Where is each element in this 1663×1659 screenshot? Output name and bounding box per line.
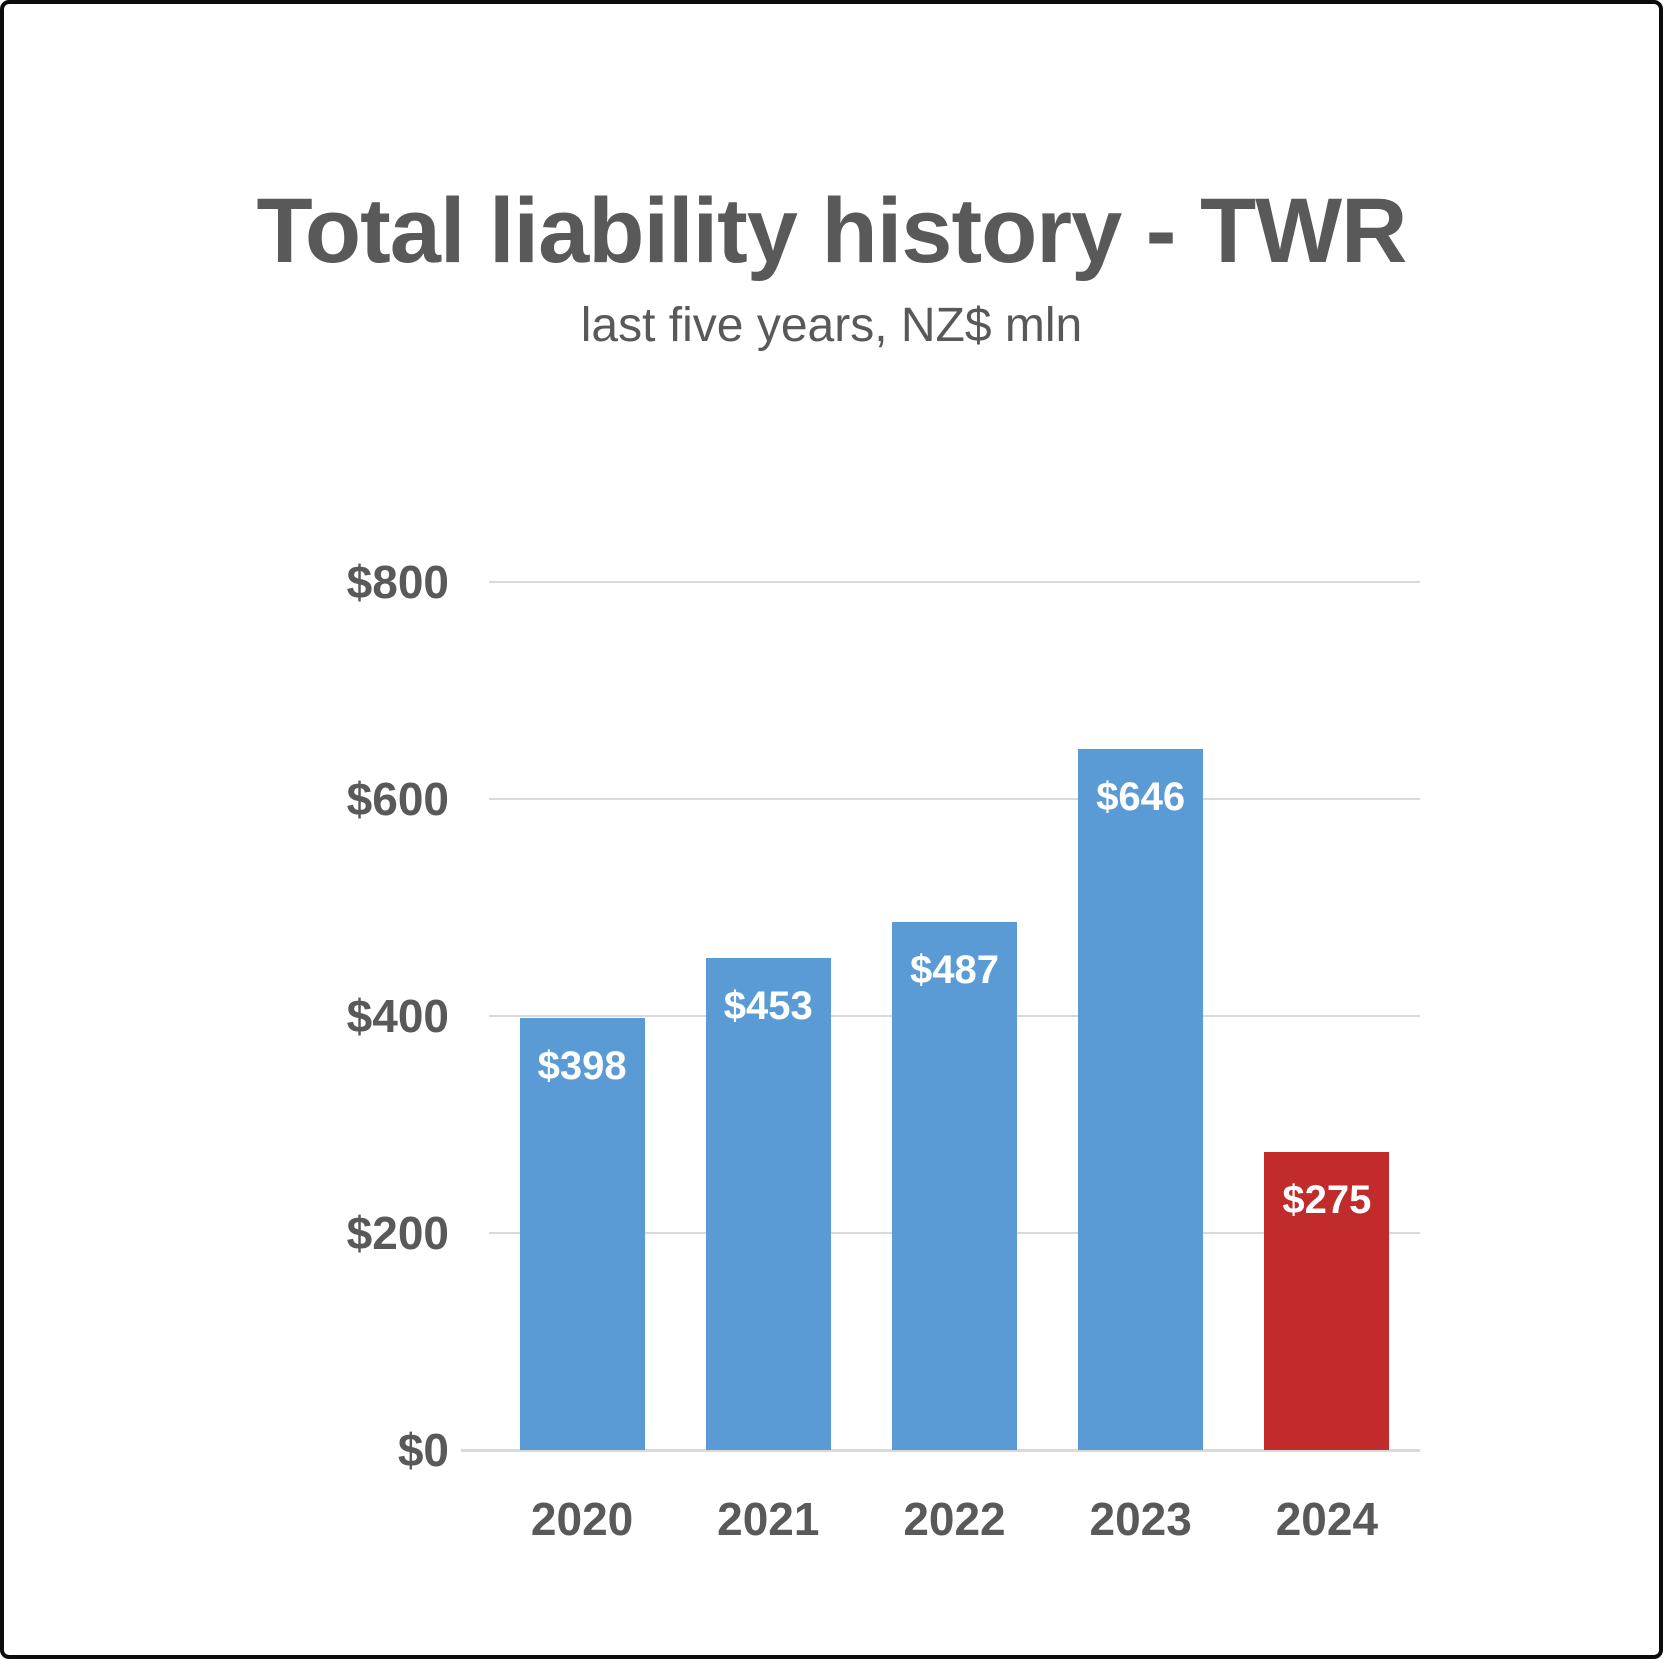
y-axis-tick-label: $400 (346, 990, 449, 1042)
y-axis-tick-label: $800 (346, 556, 449, 608)
gridline-$600 (489, 798, 1420, 800)
bar-value-label-2022: $487 (910, 947, 999, 992)
x-axis-label-2023: 2023 (1089, 1493, 1192, 1545)
y-axis-tick-label: $200 (346, 1207, 449, 1259)
gridline-$0 (461, 1449, 1420, 1452)
bar-value-label-2024: $275 (1282, 1177, 1372, 1222)
x-axis-label-2024: 2024 (1275, 1493, 1379, 1545)
bar-2023: $646 (1078, 749, 1204, 1450)
bar-2021: $453 (705, 958, 831, 1450)
bar-2020: $398 (519, 1018, 645, 1450)
chart-subtitle: last five years, NZ$ mln (580, 299, 1083, 352)
bar-value-label-2023: $646 (1096, 775, 1186, 820)
bar-value-label-2021: $453 (723, 984, 813, 1029)
bar-2024: $275 (1264, 1151, 1390, 1450)
bar-2022: $487 (892, 921, 1017, 1450)
gridline-$800 (489, 581, 1420, 583)
x-axis-label-2021: 2021 (717, 1493, 820, 1545)
chart-title: Total liability history - TWR (256, 180, 1408, 282)
y-axis-tick-label: $0 (397, 1424, 449, 1476)
y-axis-tick-label: $600 (346, 773, 449, 825)
x-axis-label-2020: 2020 (530, 1493, 634, 1545)
x-axis-label-2022: 2022 (903, 1493, 1006, 1545)
bar-value-label-2020: $398 (537, 1044, 627, 1089)
